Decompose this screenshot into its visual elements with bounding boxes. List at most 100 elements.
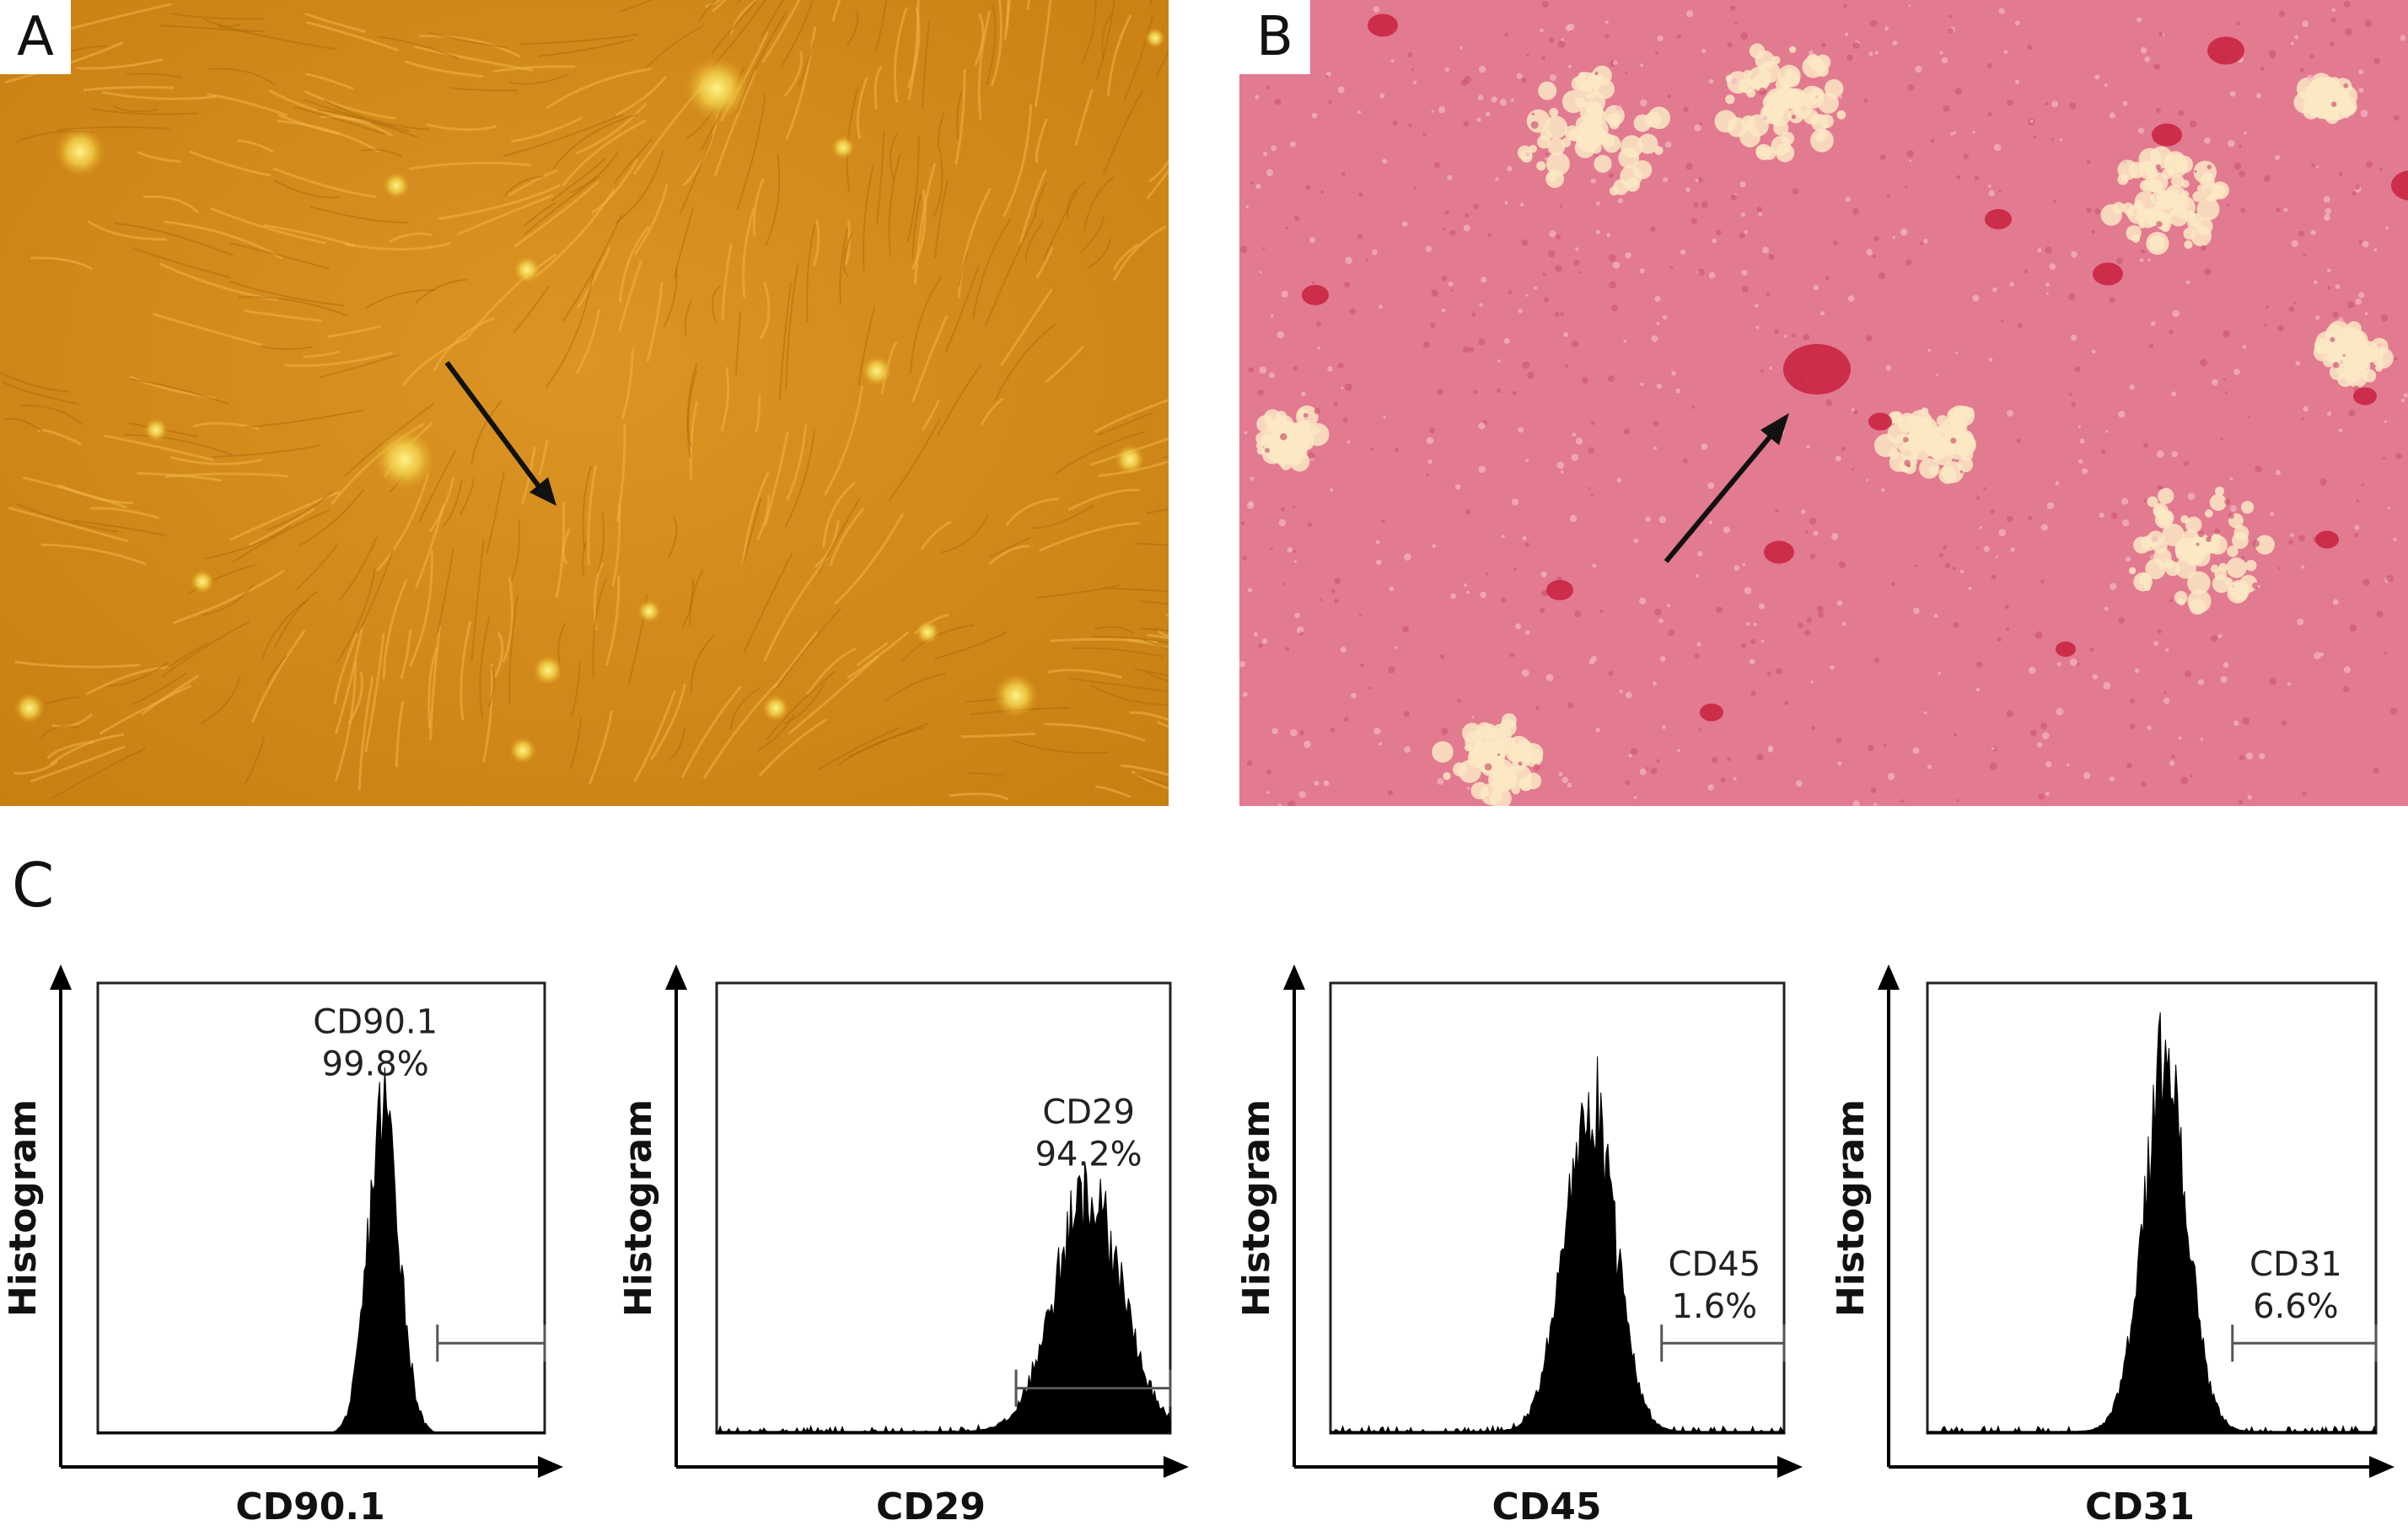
cell-fiber: [683, 114, 719, 186]
cell-fiber: [172, 569, 285, 625]
speckle: [1595, 229, 1600, 234]
speckle: [1370, 448, 1373, 451]
speckle: [2364, 312, 2368, 315]
pale-patch: [1537, 135, 1551, 149]
cell-fiber: [470, 539, 485, 663]
speckle: [2171, 391, 2177, 397]
cell-fiber: [210, 207, 326, 244]
cell-fiber: [494, 631, 504, 678]
cell-fiber: [990, 0, 1002, 88]
y-axis-arrow-icon: [1878, 964, 1900, 990]
speckle: [1404, 711, 1410, 717]
cell-fiber: [250, 629, 306, 723]
speckle: [2310, 229, 2316, 235]
cell-fiber: [428, 32, 508, 49]
cell-fiber: [83, 85, 175, 92]
cell-fiber: [646, 282, 664, 363]
pale-patch: [1928, 435, 1937, 444]
speckle: [2323, 196, 2330, 203]
speckle: [2104, 606, 2109, 611]
speckle: [2053, 200, 2057, 204]
pale-patch: [1298, 431, 1306, 440]
speckle: [1375, 540, 1380, 545]
cell-fiber: [621, 348, 634, 420]
cell-fiber: [650, 683, 686, 760]
histogram-distribution: [1927, 1012, 2377, 1434]
speckle: [1852, 800, 1860, 806]
speckle: [1314, 407, 1321, 415]
cell-fiber: [705, 0, 723, 8]
cell-fiber: [940, 515, 989, 554]
speckle: [1762, 246, 1769, 254]
speckle: [1677, 749, 1680, 753]
speckle: [1491, 96, 1497, 103]
speckle: [2116, 257, 2123, 265]
speckle: [1651, 335, 1658, 342]
bright-cell: [831, 136, 855, 159]
speckle: [2326, 411, 2332, 416]
speckle: [1444, 210, 1449, 215]
speckle: [1522, 361, 1529, 369]
speckle: [2236, 21, 2241, 26]
speckle: [1449, 229, 1456, 236]
speckle: [1755, 304, 1759, 308]
speckle: [2009, 282, 2014, 287]
speckle: [1245, 205, 1249, 209]
cell-fiber: [1074, 89, 1094, 146]
speckle: [1744, 587, 1752, 594]
cell-fiber: [126, 73, 183, 79]
speckle: [1972, 131, 1975, 134]
bright-cell: [191, 570, 214, 594]
speckle: [2302, 416, 2305, 421]
speckle: [2327, 286, 2331, 290]
pale-patch: [2147, 496, 2158, 508]
speckle: [1274, 99, 1282, 105]
speckle: [1742, 562, 1745, 567]
cell-fiber: [1097, 459, 1169, 478]
speckle: [2049, 263, 2056, 271]
cell-fiber: [937, 112, 944, 153]
speckle: [2153, 641, 2159, 646]
cell-fiber: [575, 309, 600, 374]
speckle: [1878, 271, 1886, 279]
cell-fiber: [245, 409, 364, 428]
speckle: [1844, 32, 1849, 36]
pale-patch: [2209, 493, 2227, 511]
speckle: [1518, 427, 1524, 433]
speckle: [2303, 406, 2309, 412]
speckle: [1676, 34, 1682, 40]
cell-fiber: [186, 563, 256, 595]
speckle: [1342, 417, 1348, 423]
stained-nodule: [2353, 387, 2377, 406]
cell-fiber: [944, 265, 980, 353]
speckle: [1991, 574, 1997, 580]
cell-fiber: [913, 163, 937, 286]
speckle: [2211, 635, 2218, 642]
speckle: [2331, 8, 2335, 13]
cell-fiber: [1131, 770, 1169, 790]
x-axis-label: CD29: [876, 1485, 986, 1528]
speckle: [1499, 99, 1508, 106]
pale-patch: [1825, 78, 1844, 99]
cell-fiber: [805, 223, 816, 323]
speckle: [2110, 512, 2118, 519]
speckle: [2178, 110, 2185, 116]
speckle: [1804, 529, 1809, 534]
cell-fiber: [141, 674, 200, 716]
speckle: [1654, 608, 1662, 616]
cell-fiber: [824, 384, 864, 496]
speckle: [1320, 190, 1325, 194]
pale-patch: [2158, 487, 2174, 504]
speckle: [1328, 100, 1332, 105]
speckle: [2244, 131, 2248, 135]
speckle: [1628, 754, 1632, 758]
cell-fiber: [345, 241, 451, 251]
speckle: [1948, 28, 1954, 34]
speckle: [1633, 796, 1637, 799]
speckle: [1734, 21, 1738, 24]
speckle: [1437, 389, 1444, 395]
speckle: [1694, 124, 1701, 132]
speckle: [1733, 565, 1740, 572]
speckle: [1760, 368, 1765, 373]
speckle: [1525, 53, 1529, 57]
